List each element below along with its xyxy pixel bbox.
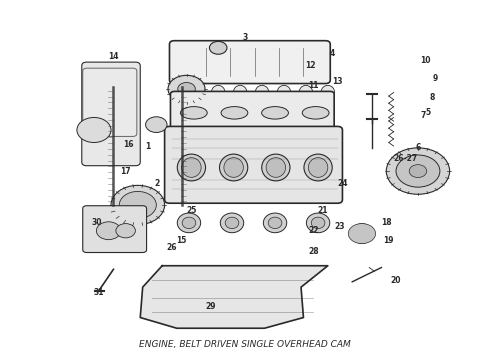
Ellipse shape bbox=[211, 85, 225, 100]
Circle shape bbox=[348, 224, 375, 244]
Text: 26: 26 bbox=[167, 243, 177, 252]
Text: 31: 31 bbox=[94, 288, 104, 297]
Text: 2: 2 bbox=[155, 179, 160, 188]
Ellipse shape bbox=[311, 217, 325, 229]
Text: 19: 19 bbox=[384, 236, 394, 245]
Text: 26-27: 26-27 bbox=[393, 154, 418, 163]
Text: 20: 20 bbox=[391, 275, 401, 284]
Ellipse shape bbox=[268, 217, 282, 229]
Text: 5: 5 bbox=[425, 108, 430, 117]
Text: 4: 4 bbox=[330, 49, 335, 58]
Circle shape bbox=[386, 148, 450, 194]
Text: 9: 9 bbox=[432, 74, 438, 83]
Ellipse shape bbox=[308, 158, 328, 177]
Ellipse shape bbox=[277, 85, 291, 100]
Text: 10: 10 bbox=[420, 56, 431, 65]
Ellipse shape bbox=[220, 154, 248, 181]
Text: 24: 24 bbox=[337, 179, 348, 188]
Text: 8: 8 bbox=[430, 93, 435, 102]
Text: 30: 30 bbox=[91, 219, 101, 228]
Text: 16: 16 bbox=[123, 140, 133, 149]
Ellipse shape bbox=[306, 213, 330, 233]
Text: 17: 17 bbox=[121, 167, 131, 176]
Ellipse shape bbox=[180, 107, 207, 119]
Text: 14: 14 bbox=[108, 52, 119, 61]
Ellipse shape bbox=[352, 224, 372, 243]
Text: 21: 21 bbox=[318, 206, 328, 215]
Circle shape bbox=[119, 192, 156, 219]
FancyBboxPatch shape bbox=[83, 206, 147, 252]
Ellipse shape bbox=[177, 213, 201, 233]
Ellipse shape bbox=[299, 85, 313, 100]
Circle shape bbox=[97, 222, 121, 240]
Circle shape bbox=[111, 185, 165, 225]
Text: 28: 28 bbox=[308, 247, 319, 256]
Ellipse shape bbox=[302, 107, 329, 119]
Ellipse shape bbox=[190, 85, 203, 100]
Text: 7: 7 bbox=[420, 111, 425, 120]
Text: 6: 6 bbox=[416, 143, 420, 152]
Circle shape bbox=[146, 117, 167, 132]
Text: 23: 23 bbox=[335, 222, 345, 231]
Circle shape bbox=[168, 75, 205, 103]
Ellipse shape bbox=[225, 217, 239, 229]
FancyBboxPatch shape bbox=[82, 62, 140, 166]
Circle shape bbox=[396, 155, 440, 187]
Ellipse shape bbox=[262, 107, 289, 119]
Ellipse shape bbox=[220, 213, 244, 233]
FancyBboxPatch shape bbox=[170, 41, 330, 84]
Ellipse shape bbox=[321, 85, 335, 100]
Text: 29: 29 bbox=[206, 302, 216, 311]
Ellipse shape bbox=[262, 154, 290, 181]
Text: ENGINE, BELT DRIVEN SINGLE OVERHEAD CAM: ENGINE, BELT DRIVEN SINGLE OVERHEAD CAM bbox=[139, 340, 351, 349]
Circle shape bbox=[409, 165, 427, 177]
Text: 18: 18 bbox=[381, 219, 392, 228]
FancyBboxPatch shape bbox=[171, 91, 334, 133]
Text: 22: 22 bbox=[308, 225, 319, 234]
Ellipse shape bbox=[182, 158, 201, 177]
Text: 11: 11 bbox=[308, 81, 319, 90]
Ellipse shape bbox=[221, 107, 248, 119]
FancyBboxPatch shape bbox=[165, 126, 343, 203]
FancyBboxPatch shape bbox=[83, 68, 137, 136]
Ellipse shape bbox=[182, 217, 196, 229]
Text: 3: 3 bbox=[243, 33, 247, 42]
Text: 13: 13 bbox=[332, 77, 343, 86]
Polygon shape bbox=[140, 266, 328, 328]
Ellipse shape bbox=[233, 85, 247, 100]
Ellipse shape bbox=[263, 213, 287, 233]
Circle shape bbox=[77, 117, 111, 143]
Ellipse shape bbox=[266, 158, 286, 177]
Ellipse shape bbox=[177, 154, 205, 181]
Text: 12: 12 bbox=[306, 61, 316, 70]
Ellipse shape bbox=[224, 158, 244, 177]
Ellipse shape bbox=[255, 85, 269, 100]
Circle shape bbox=[178, 82, 196, 95]
Circle shape bbox=[116, 224, 135, 238]
Text: 1: 1 bbox=[145, 141, 150, 150]
Text: 15: 15 bbox=[176, 236, 187, 245]
Text: 25: 25 bbox=[186, 206, 196, 215]
Circle shape bbox=[209, 41, 227, 54]
Ellipse shape bbox=[304, 154, 332, 181]
